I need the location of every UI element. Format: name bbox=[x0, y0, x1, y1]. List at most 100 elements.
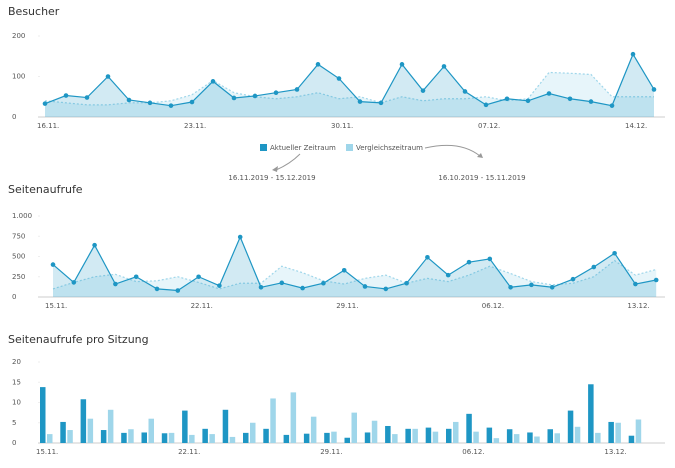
bar bbox=[371, 420, 378, 443]
bar bbox=[209, 434, 215, 443]
bar bbox=[527, 432, 533, 443]
bar bbox=[493, 438, 500, 443]
bar bbox=[182, 410, 188, 443]
bar bbox=[87, 418, 94, 443]
legend-swatch bbox=[346, 144, 353, 151]
x-tick-label: 07.12. bbox=[478, 122, 500, 130]
bar bbox=[189, 434, 195, 443]
bar bbox=[168, 432, 175, 443]
chart-title: Seitenaufrufe bbox=[8, 183, 83, 196]
point bbox=[633, 281, 638, 287]
point bbox=[362, 284, 368, 289]
point bbox=[133, 274, 139, 280]
bar bbox=[364, 432, 371, 443]
bar bbox=[290, 392, 297, 443]
point bbox=[189, 99, 195, 105]
y-tick-label: 0 bbox=[12, 293, 16, 301]
x-tick-label: 14.12. bbox=[625, 122, 647, 130]
point bbox=[321, 280, 326, 286]
bar bbox=[263, 428, 269, 443]
x-tick-label: 15.11. bbox=[45, 302, 67, 310]
point bbox=[357, 99, 363, 104]
x-tick-label: 29.11. bbox=[336, 302, 358, 310]
y-tick-label: 5 bbox=[12, 419, 16, 427]
point bbox=[315, 62, 321, 67]
arrow bbox=[275, 153, 301, 171]
point bbox=[300, 285, 305, 291]
bar bbox=[405, 428, 411, 443]
period-label: 16.11.2019 - 15.12.2019 bbox=[228, 174, 315, 182]
bar bbox=[222, 409, 229, 443]
point bbox=[591, 264, 597, 270]
point bbox=[487, 256, 493, 262]
bar bbox=[513, 434, 520, 443]
y-tick-label: 0 bbox=[12, 113, 16, 121]
bar bbox=[202, 428, 208, 443]
point bbox=[378, 100, 384, 106]
bar bbox=[466, 413, 472, 443]
line bbox=[52, 235, 657, 292]
x-tick-label: 23.11. bbox=[184, 122, 206, 130]
y-tick-label: 500 bbox=[12, 253, 25, 261]
bar bbox=[331, 431, 337, 443]
point bbox=[609, 103, 615, 108]
bar bbox=[615, 422, 621, 443]
point bbox=[588, 99, 594, 104]
bar bbox=[425, 427, 432, 443]
point bbox=[404, 280, 409, 286]
x-tick-label: 30.11. bbox=[331, 122, 353, 130]
point bbox=[175, 288, 181, 293]
bar bbox=[453, 421, 459, 443]
point bbox=[483, 102, 489, 108]
area bbox=[53, 237, 657, 297]
x-tick-label: 16.11. bbox=[37, 122, 59, 130]
bar bbox=[141, 432, 147, 443]
bar bbox=[283, 434, 290, 443]
bar bbox=[40, 387, 46, 443]
bar bbox=[446, 428, 452, 443]
bar bbox=[351, 412, 357, 443]
bar bbox=[567, 410, 574, 443]
bar bbox=[324, 432, 330, 443]
x-tick-label: 13.12. bbox=[627, 302, 649, 310]
point bbox=[237, 234, 243, 240]
point bbox=[508, 284, 513, 290]
x-tick-label: 22.11. bbox=[191, 302, 213, 310]
bar bbox=[473, 431, 479, 443]
point bbox=[441, 64, 447, 69]
y-tick-label: 1.000 bbox=[12, 212, 32, 220]
legend-label: Aktueller Zeitraum bbox=[270, 144, 336, 152]
legend-label: Vergleichszeitraum bbox=[356, 144, 423, 152]
chart-title: Besucher bbox=[8, 5, 60, 18]
arrow-head bbox=[272, 166, 278, 172]
bar bbox=[392, 434, 398, 443]
bar bbox=[385, 425, 391, 443]
x-tick-label: 15.11. bbox=[36, 448, 58, 456]
point bbox=[258, 284, 264, 290]
point bbox=[147, 100, 153, 106]
legend-swatch bbox=[260, 144, 267, 151]
point bbox=[425, 255, 430, 260]
point bbox=[279, 280, 285, 286]
bar bbox=[588, 384, 594, 443]
y-tick-label: 200 bbox=[12, 32, 25, 40]
bar bbox=[595, 432, 601, 443]
point bbox=[210, 79, 216, 84]
bar bbox=[270, 398, 276, 443]
point bbox=[252, 93, 258, 99]
area bbox=[45, 54, 654, 117]
point bbox=[420, 88, 426, 93]
y-tick-label: 250 bbox=[12, 273, 25, 281]
arrow bbox=[424, 144, 481, 157]
point bbox=[294, 87, 300, 92]
point bbox=[50, 262, 56, 267]
bar bbox=[47, 434, 53, 443]
bar bbox=[148, 418, 154, 443]
area bbox=[45, 72, 654, 117]
point bbox=[570, 276, 576, 282]
bar bbox=[310, 416, 317, 443]
point bbox=[84, 95, 90, 100]
bar bbox=[432, 431, 439, 443]
bar bbox=[80, 399, 87, 443]
